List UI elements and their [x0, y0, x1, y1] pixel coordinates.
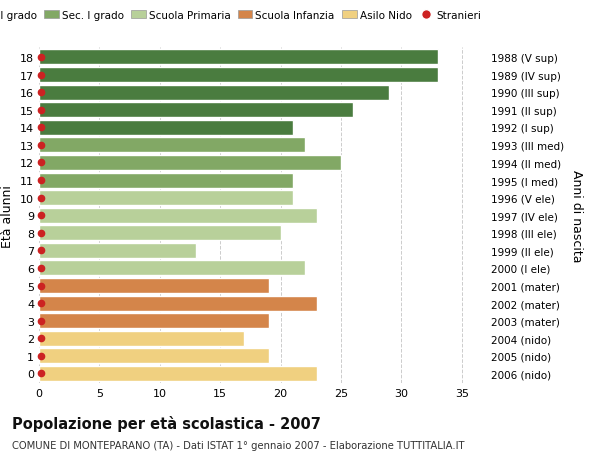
Bar: [39, 313, 269, 329]
Legend: Sec. II grado, Sec. I grado, Scuola Primaria, Scuola Infanzia, Asilo Nido, Stran: Sec. II grado, Sec. I grado, Scuola Prim…: [0, 6, 486, 25]
Bar: [39, 226, 281, 241]
Bar: [39, 50, 437, 65]
Text: Popolazione per età scolastica - 2007: Popolazione per età scolastica - 2007: [12, 415, 321, 431]
Text: COMUNE DI MONTEPARANO (TA) - Dati ISTAT 1° gennaio 2007 - Elaborazione TUTTITALI: COMUNE DI MONTEPARANO (TA) - Dati ISTAT …: [12, 440, 464, 450]
Bar: [39, 85, 389, 101]
Bar: [39, 156, 341, 171]
Bar: [39, 191, 293, 206]
Bar: [39, 121, 293, 135]
Bar: [39, 349, 269, 364]
Y-axis label: Anni di nascita: Anni di nascita: [571, 169, 583, 262]
Bar: [39, 208, 317, 223]
Bar: [39, 173, 293, 188]
Bar: [39, 243, 196, 258]
Bar: [39, 103, 353, 118]
Bar: [39, 68, 437, 83]
Bar: [39, 261, 305, 276]
Bar: [39, 296, 317, 311]
Bar: [39, 331, 244, 346]
Bar: [39, 279, 269, 293]
Bar: [39, 366, 317, 381]
Y-axis label: Età alunni: Età alunni: [1, 185, 14, 247]
Bar: [39, 138, 305, 153]
